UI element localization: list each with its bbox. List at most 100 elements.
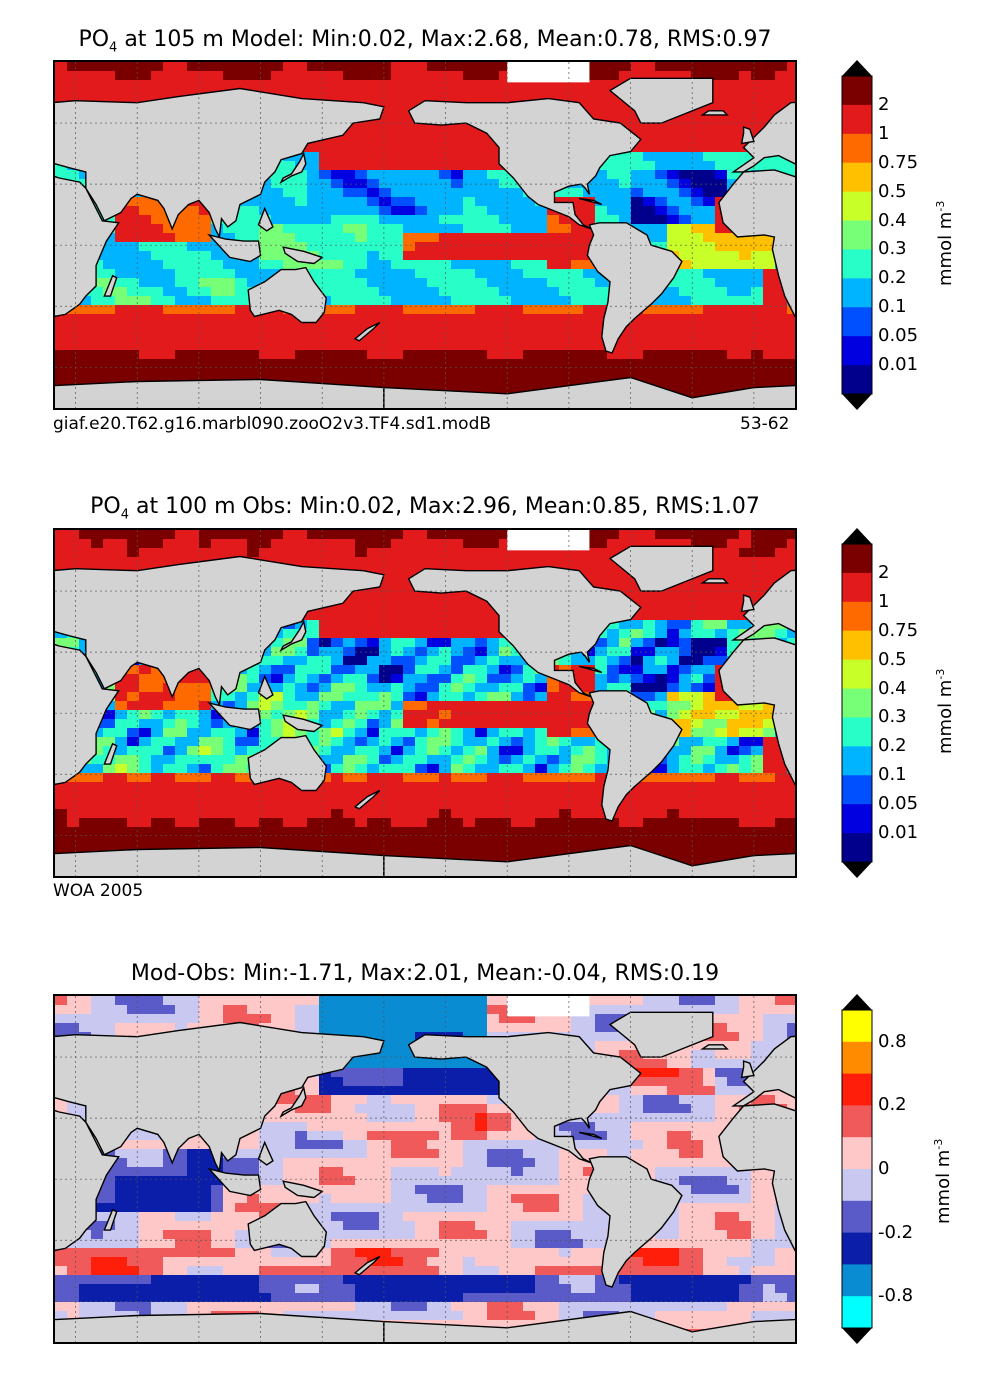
- field-cell: [103, 800, 116, 810]
- field-cell: [331, 80, 344, 90]
- field-cell: [487, 278, 500, 288]
- field-cell: [499, 314, 512, 324]
- field-cell: [595, 305, 608, 315]
- field-cell: [295, 260, 308, 270]
- field-cell: [283, 701, 296, 711]
- field-cell: [187, 233, 200, 243]
- field-cell: [55, 818, 68, 828]
- field-cell: [439, 719, 452, 729]
- field-cell: [199, 80, 212, 90]
- field-cell: [535, 305, 548, 315]
- field-cell: [199, 269, 212, 279]
- field-cell: [451, 377, 464, 387]
- field-cell: [475, 548, 488, 558]
- field-cell: [739, 809, 752, 819]
- field-cell: [355, 323, 368, 333]
- field-cell: [727, 152, 740, 162]
- field-cell: [727, 80, 740, 90]
- field-cell: [619, 332, 632, 342]
- field-cell: [487, 728, 500, 738]
- field-cell: [223, 800, 236, 810]
- field-cell: [319, 368, 332, 378]
- field-cell: [667, 854, 680, 864]
- field-cell: [367, 818, 380, 828]
- field-cell: [79, 818, 92, 828]
- field-cell: [403, 548, 416, 558]
- continent: [207, 701, 262, 731]
- field-cell: [511, 89, 524, 99]
- field-cell: [271, 530, 284, 540]
- field-cell: [631, 647, 644, 657]
- field-cell: [763, 809, 776, 819]
- field-cell: [127, 305, 140, 315]
- field-cell: [691, 647, 704, 657]
- field-cell: [127, 719, 140, 729]
- field-cell: [175, 701, 188, 711]
- field-cell: [271, 323, 284, 333]
- field-cell: [571, 377, 584, 387]
- field-cell: [319, 215, 332, 225]
- field-cell: [367, 305, 380, 315]
- field-cell: [427, 233, 440, 243]
- field-cell: [691, 233, 704, 243]
- field-cell: [535, 845, 548, 855]
- field-cell: [583, 557, 596, 567]
- field-cell: [463, 782, 476, 792]
- field-cell: [379, 584, 392, 594]
- field-cell: [211, 755, 224, 765]
- field-cell: [451, 125, 464, 135]
- field-cell: [751, 359, 764, 369]
- field-cell: [787, 62, 795, 72]
- colorbar-tick-label: 2: [878, 561, 890, 583]
- colorbar-band: [842, 336, 872, 366]
- field-cell: [595, 764, 608, 774]
- field-cell: [487, 710, 500, 720]
- field-cell: [343, 296, 356, 306]
- field-cell: [751, 278, 764, 288]
- field-cell: [355, 755, 368, 765]
- field-cell: [427, 125, 440, 135]
- field-cell: [487, 224, 500, 234]
- field-cell: [331, 701, 344, 711]
- field-cell: [751, 782, 764, 792]
- field-cell: [331, 773, 344, 783]
- field-cell: [331, 314, 344, 324]
- field-cell: [691, 215, 704, 225]
- field-cell: [535, 557, 548, 567]
- field-cell: [703, 260, 716, 270]
- field-cell: [199, 287, 212, 297]
- panel-2-unit-exp: -3: [934, 668, 947, 680]
- field-cell: [523, 269, 536, 279]
- field-cell: [451, 251, 464, 261]
- field-cell: [403, 566, 416, 576]
- field-cell: [55, 359, 68, 369]
- field-cell: [535, 701, 548, 711]
- field-cell: [751, 89, 764, 99]
- field-cell: [367, 764, 380, 774]
- field-cell: [319, 557, 332, 567]
- field-cell: [727, 107, 740, 117]
- field-cell: [247, 350, 260, 360]
- field-cell: [499, 647, 512, 657]
- field-cell: [739, 737, 752, 747]
- field-cell: [79, 809, 92, 819]
- field-cell: [715, 845, 728, 855]
- field-cell: [655, 296, 668, 306]
- field-cell: [175, 314, 188, 324]
- field-cell: [367, 377, 380, 387]
- field-cell: [523, 359, 536, 369]
- field-cell: [151, 89, 164, 99]
- field-cell: [199, 818, 212, 828]
- field-cell: [775, 98, 788, 108]
- field-cell: [727, 764, 740, 774]
- field-cell: [463, 620, 476, 630]
- field-cell: [415, 215, 428, 225]
- field-cell: [343, 629, 356, 639]
- field-cell: [475, 350, 488, 360]
- field-cell: [715, 341, 728, 351]
- field-cell: [67, 341, 80, 351]
- field-cell: [355, 620, 368, 630]
- field-cell: [403, 341, 416, 351]
- field-cell: [583, 80, 596, 90]
- field-cell: [91, 278, 104, 288]
